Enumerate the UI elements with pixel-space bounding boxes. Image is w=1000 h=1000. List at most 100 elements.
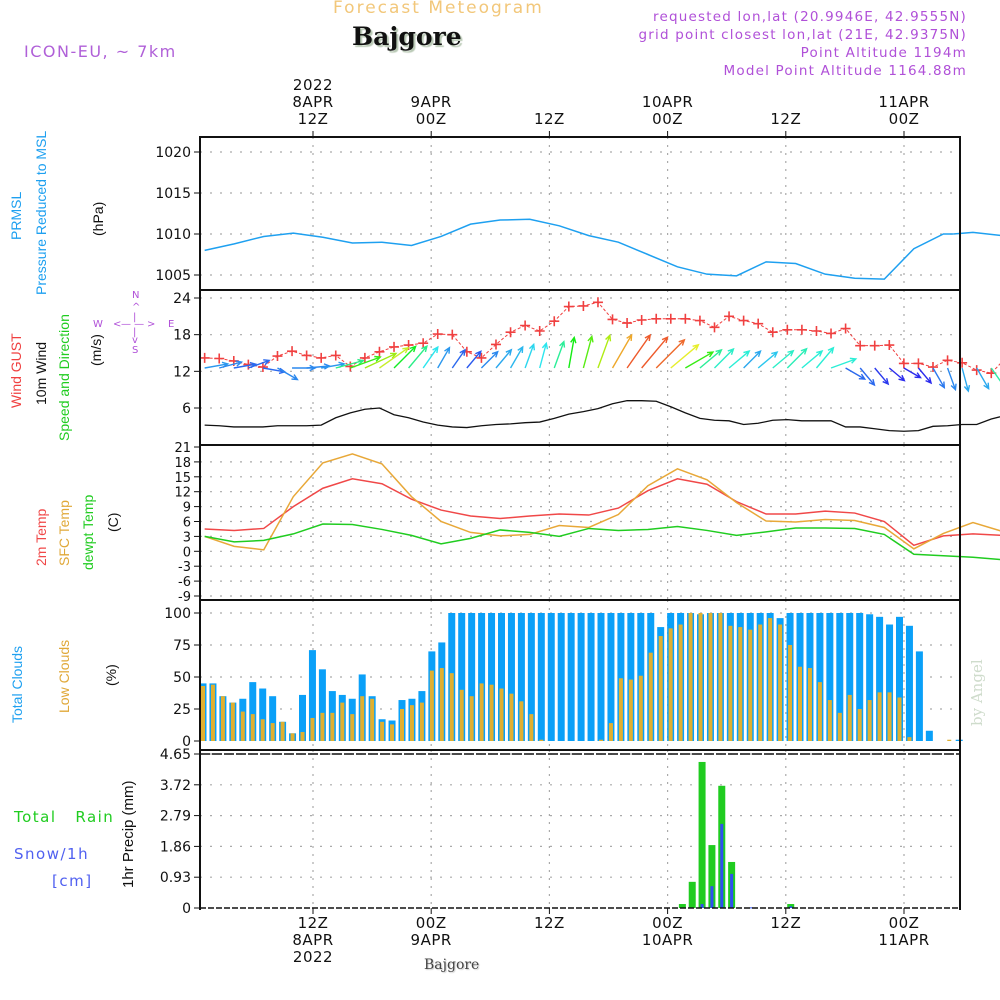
total-cloud-bar bbox=[458, 613, 466, 741]
bottom-axis-label-line: 00Z bbox=[652, 914, 684, 932]
panel-pressure: 1005 1010 1015 1020 bbox=[155, 137, 960, 290]
low-cloud-bar bbox=[360, 696, 365, 741]
low-cloud-bar bbox=[738, 627, 743, 741]
low-cloud-bar bbox=[340, 702, 345, 741]
top-axis-label: 12Z bbox=[509, 77, 589, 128]
gust-marker bbox=[374, 346, 385, 357]
gust-marker bbox=[418, 338, 429, 349]
low-cloud-bar bbox=[718, 613, 723, 741]
gust-marker bbox=[884, 340, 895, 351]
bottom-axis-label-line: 00Z bbox=[888, 914, 920, 932]
low-cloud-bar bbox=[260, 719, 265, 741]
low-cloud-bar bbox=[599, 739, 603, 741]
y-tick-label: 4.65 bbox=[160, 747, 191, 763]
bottom-axis-label-line: 00Z bbox=[415, 914, 447, 932]
precip-total-label-a: Total bbox=[14, 808, 57, 826]
gust-marker bbox=[476, 352, 487, 363]
total-cloud-bar bbox=[856, 613, 864, 741]
y-tick-label: 21 bbox=[174, 441, 191, 456]
gust-marker bbox=[840, 323, 851, 334]
y-tick-label: -9 bbox=[178, 590, 191, 605]
low-cloud-bar bbox=[250, 714, 255, 741]
low-cloud-bar bbox=[380, 721, 385, 741]
wind-arrow bbox=[408, 344, 428, 369]
point-altitude: Point Altitude 1194m bbox=[800, 45, 967, 61]
y-tick-label: 0 bbox=[183, 545, 191, 560]
rain-bar bbox=[688, 881, 696, 908]
low-cloud-bar bbox=[419, 702, 424, 741]
y-tick-label: 1.86 bbox=[160, 839, 191, 855]
low-cloud-bar bbox=[409, 705, 414, 741]
wind-arrow bbox=[932, 367, 946, 389]
snow-bar bbox=[789, 906, 793, 908]
wind-arrow bbox=[582, 334, 594, 369]
low-cloud-bar bbox=[947, 739, 952, 741]
low-cloud-bar bbox=[628, 679, 633, 741]
panel-wind: 6 12 18 24 bbox=[173, 290, 960, 445]
total-cloud-bar bbox=[517, 613, 525, 741]
low-cloud-bar bbox=[768, 618, 773, 741]
gust-marker bbox=[694, 315, 705, 326]
y-tick-label: 18 bbox=[173, 328, 191, 344]
gust-marker bbox=[607, 314, 618, 325]
precip-total-label-b: Rain bbox=[75, 808, 115, 826]
y-tick-label: 12 bbox=[173, 364, 191, 380]
compass-s: S bbox=[132, 345, 139, 356]
low-cloud-bar bbox=[817, 682, 822, 741]
gust-marker bbox=[214, 353, 225, 364]
low-cloud-bar bbox=[201, 685, 205, 741]
low-cloud-bar bbox=[658, 636, 663, 741]
low-cloud-bar bbox=[668, 628, 673, 741]
rain-bar bbox=[678, 904, 686, 908]
total-cloud-bar bbox=[925, 730, 933, 741]
total-cloud-bar bbox=[915, 651, 923, 741]
wind-arrow bbox=[422, 345, 439, 369]
wind-arrow bbox=[961, 367, 971, 393]
footer-location: Bajgore bbox=[424, 957, 480, 973]
compass-w: W bbox=[93, 319, 103, 330]
y-tick-label: 1005 bbox=[155, 268, 191, 284]
location-title: Bajgore bbox=[352, 22, 462, 51]
y-tick-label: 3 bbox=[183, 530, 191, 545]
compass-n: N bbox=[132, 290, 140, 301]
wind-arrow bbox=[641, 335, 669, 369]
requested-coords: requested lon,lat (20.9946E, 42.9555N) bbox=[653, 9, 967, 25]
total-cloud-bar bbox=[557, 613, 565, 741]
gust-marker bbox=[869, 340, 880, 351]
y-tick-label: 24 bbox=[173, 291, 191, 307]
low-cloud-bar bbox=[310, 717, 315, 741]
bottom-axis-label-line: 8APR bbox=[292, 931, 334, 949]
gust-marker bbox=[971, 365, 982, 376]
low-cloud-bar bbox=[728, 625, 733, 741]
wind-arrow bbox=[568, 335, 577, 369]
y-tick-label: 2.79 bbox=[160, 809, 191, 825]
wind-arrow bbox=[350, 355, 382, 369]
total-cloud-bar bbox=[498, 613, 505, 741]
snow-unit-label: [cm] bbox=[52, 872, 93, 890]
gust-marker bbox=[898, 358, 909, 369]
wind-arrow bbox=[757, 351, 779, 369]
y-tick-label: 25 bbox=[173, 702, 191, 718]
low-cloud-bar bbox=[539, 739, 544, 741]
gust-marker bbox=[301, 350, 312, 361]
dewpt-line bbox=[204, 523, 1000, 561]
cloud-bars bbox=[199, 613, 963, 741]
model-label: ICON-EU, ~ 7km bbox=[24, 42, 177, 61]
gust-marker bbox=[432, 329, 443, 340]
wind-arrow bbox=[248, 359, 271, 369]
wind-arrow bbox=[597, 333, 612, 369]
low-cloud-bar bbox=[708, 613, 713, 741]
wind-arrow bbox=[553, 340, 566, 369]
low-cloud-bar bbox=[449, 673, 454, 741]
pressure-line bbox=[953, 231, 1000, 237]
low-cloud-bar bbox=[798, 666, 802, 741]
top-axis-label-line: 12Z bbox=[297, 110, 329, 128]
total-cloud-bar bbox=[259, 688, 267, 741]
gust-marker bbox=[782, 324, 793, 335]
gust-marker bbox=[753, 318, 764, 329]
bottom-axis-label: 00Z 10APR bbox=[628, 915, 708, 966]
wind-arrow bbox=[611, 333, 633, 369]
rain-bar bbox=[708, 845, 716, 908]
gust-marker bbox=[549, 316, 560, 327]
